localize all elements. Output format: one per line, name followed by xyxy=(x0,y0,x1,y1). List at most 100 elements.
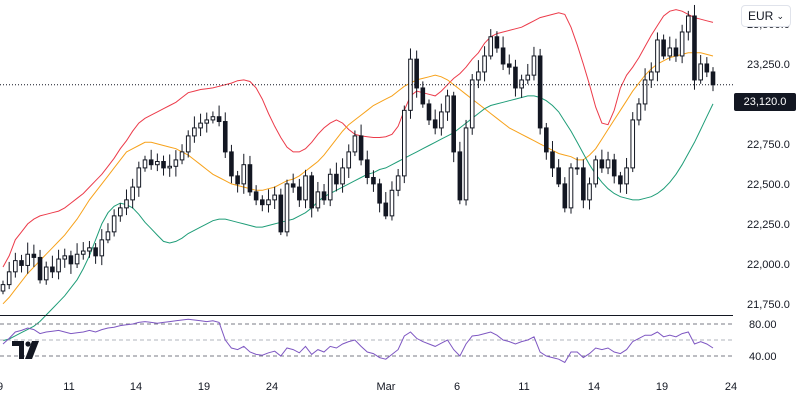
price-tick-label: 23,250.0 xyxy=(747,59,790,71)
candle xyxy=(599,149,605,173)
time-axis: 9 11 14 19 24 Mar 6 11 14 19 24 xyxy=(0,381,737,393)
candle xyxy=(581,159,586,209)
candle xyxy=(556,159,561,188)
candle xyxy=(698,55,703,84)
candle xyxy=(198,113,203,137)
candle xyxy=(56,249,61,280)
candlesticks xyxy=(0,4,716,295)
candle xyxy=(402,105,407,184)
candle xyxy=(630,112,636,173)
candle xyxy=(118,203,123,222)
candle xyxy=(445,89,450,121)
candle xyxy=(161,155,166,176)
candle xyxy=(340,158,345,193)
currency-selector[interactable]: EUR ⌄ xyxy=(741,5,791,27)
candle xyxy=(414,50,419,98)
candle xyxy=(389,181,395,221)
candle xyxy=(247,155,253,196)
candle xyxy=(124,189,129,216)
candle xyxy=(303,169,308,209)
time-tick-label: 11 xyxy=(518,381,529,393)
candle xyxy=(426,99,432,126)
price-tick-label: 22,000.0 xyxy=(747,259,790,271)
candle xyxy=(537,48,543,135)
time-tick-label: 19 xyxy=(198,381,210,393)
rsi-tick-label: 40.00 xyxy=(749,351,777,363)
time-tick-label: 11 xyxy=(63,381,74,393)
time-tick-label: 9 xyxy=(0,381,3,393)
rsi-pane xyxy=(0,318,733,364)
candle xyxy=(587,177,592,210)
time-tick-label: 19 xyxy=(656,381,668,393)
candle xyxy=(80,242,86,260)
middle-bollinger-band xyxy=(2,52,714,305)
candle xyxy=(383,192,389,220)
candle xyxy=(74,243,80,268)
candle xyxy=(692,4,697,90)
candle xyxy=(68,250,74,274)
candle xyxy=(476,60,481,89)
candle xyxy=(111,209,117,237)
candle xyxy=(408,48,413,119)
candle xyxy=(364,150,370,185)
candle xyxy=(321,184,327,205)
candle xyxy=(179,144,185,165)
price-tick-label: 22,500.0 xyxy=(747,179,790,191)
candle xyxy=(679,24,685,64)
candle xyxy=(241,153,247,194)
candle xyxy=(192,116,197,143)
candle xyxy=(155,153,160,172)
tradingview-logo-icon[interactable] xyxy=(12,341,42,359)
candle xyxy=(31,244,37,268)
candle xyxy=(105,223,111,244)
candle xyxy=(519,74,524,98)
candle xyxy=(0,280,6,295)
candle xyxy=(377,178,382,213)
price-tick-label: 21,750.0 xyxy=(747,299,790,311)
time-tick-label: 14 xyxy=(130,381,142,393)
candle xyxy=(142,155,148,172)
candle xyxy=(611,153,617,184)
candle xyxy=(358,124,364,166)
candle xyxy=(229,144,234,184)
candle xyxy=(235,170,240,193)
rsi-line xyxy=(2,318,714,364)
bollinger-bands xyxy=(2,9,714,342)
candle xyxy=(284,179,290,237)
candle xyxy=(673,38,679,62)
candle xyxy=(624,157,629,194)
candle xyxy=(432,109,438,135)
candle xyxy=(25,242,30,274)
candle xyxy=(210,111,216,124)
candle xyxy=(297,178,302,207)
rsi-tick-label: 80.00 xyxy=(749,319,777,331)
candle xyxy=(574,157,580,175)
candle xyxy=(457,141,463,205)
candle xyxy=(593,155,598,188)
candle xyxy=(525,63,531,84)
candle xyxy=(562,177,568,213)
candle xyxy=(278,188,284,236)
last-price-badge: 23,120.0 xyxy=(734,93,796,111)
price-tick-label: 22,250.0 xyxy=(747,219,790,231)
candle xyxy=(463,119,469,206)
time-tick-label: 6 xyxy=(454,381,460,393)
candle xyxy=(439,103,444,136)
candle xyxy=(648,62,654,88)
price-tick-label: 22,750.0 xyxy=(747,139,790,151)
candle xyxy=(334,162,339,192)
candle xyxy=(346,144,352,178)
time-tick-label: 24 xyxy=(725,381,737,393)
candle xyxy=(309,171,314,218)
candle xyxy=(605,151,611,175)
candle xyxy=(618,171,623,193)
candle xyxy=(266,189,271,213)
candle xyxy=(550,141,555,178)
time-tick-label: Mar xyxy=(377,381,396,393)
candle xyxy=(6,261,12,290)
candle xyxy=(506,54,512,75)
candle xyxy=(482,46,487,82)
candle xyxy=(395,169,401,197)
candle xyxy=(19,254,24,273)
